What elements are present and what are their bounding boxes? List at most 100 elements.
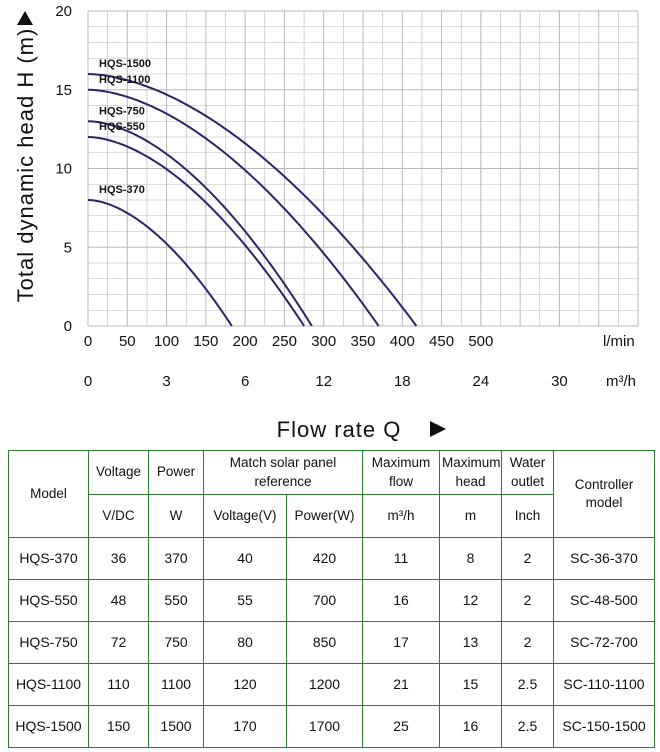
y-tick-label: 5 <box>64 239 72 256</box>
cell-controller: SC-36-370 <box>553 537 655 580</box>
series-label-hqs-750: HQS-750 <box>99 105 145 117</box>
header-water-outlet: Water outlet <box>501 450 554 495</box>
x-tick-label: 500 <box>468 333 493 350</box>
x-tick-label: 300 <box>311 333 336 350</box>
cell-model: HQS-1500 <box>8 705 89 748</box>
cell-max-flow: 25 <box>362 705 440 748</box>
y-tick-label: 0 <box>64 318 72 335</box>
cell-solar-voltage: 40 <box>203 537 287 580</box>
spec-table: Model Voltage Power Match solar panel re… <box>8 450 655 748</box>
cell-solar-voltage: 170 <box>203 705 287 748</box>
curve-hqs-750 <box>87 120 313 327</box>
y-tick-labels: 0 5 10 15 20 <box>55 3 72 335</box>
unit-solar-power: Power(W) <box>286 494 363 538</box>
x-tick-label: 150 <box>193 333 218 350</box>
cell-max-flow: 11 <box>362 537 440 580</box>
x2-tick-label: 6 <box>241 373 249 390</box>
chart-grid <box>87 10 639 327</box>
header-max-head-line1: Maximum <box>442 455 501 471</box>
cell-water-outlet: 2 <box>501 621 554 664</box>
cell-water-outlet: 2.5 <box>501 663 554 706</box>
x2-tick-label: 24 <box>473 373 490 390</box>
series-label-hqs-1500: HQS-1500 <box>99 58 151 70</box>
x-tick-label: 200 <box>233 333 258 350</box>
x2-tick-label: 30 <box>551 373 568 390</box>
cell-solar-power: 1700 <box>286 705 363 748</box>
header-model: Model <box>8 450 89 538</box>
table-row: HQS-1500 150 1500 170 1700 25 16 2.5 SC-150-1500 <box>8 705 655 748</box>
cell-power: 370 <box>148 537 204 580</box>
series-label-hqs-370: HQS-370 <box>99 184 145 196</box>
header-max-flow-line1: Maximum <box>371 455 431 471</box>
cell-model: HQS-370 <box>8 537 89 580</box>
cell-water-outlet: 2 <box>501 537 554 580</box>
header-controller-line2: model <box>585 495 623 510</box>
x2-tick-label: 3 <box>162 373 170 390</box>
y-tick-label: 15 <box>55 82 72 99</box>
y-tick-label: 20 <box>55 3 72 20</box>
header-solar-panel: Match solar panel reference <box>203 450 363 495</box>
cell-water-outlet: 2 <box>501 579 554 622</box>
x-tick-label: 450 <box>429 333 454 350</box>
pump-curves <box>87 73 418 327</box>
cell-voltage: 72 <box>88 621 149 664</box>
table-row: HQS-1100 110 1100 120 1200 21 15 2.5 SC-110-1100 <box>8 663 655 706</box>
x2-tick-label: 0 <box>84 373 92 390</box>
cell-model: HQS-550 <box>8 579 89 622</box>
cell-max-head: 12 <box>439 579 502 622</box>
x-tick-label: 400 <box>390 333 415 350</box>
cell-voltage: 48 <box>88 579 149 622</box>
cell-max-head: 16 <box>439 705 502 748</box>
header-controller-line1: Controller <box>574 476 634 492</box>
header-max-head-line2: head <box>455 473 486 489</box>
header-water-outlet-line2: outlet <box>510 473 545 489</box>
spec-table-body: HQS-370 36 370 40 420 11 8 2 SC-36-370 HQS-550 48 5… <box>8 537 655 748</box>
cell-solar-voltage: 55 <box>203 579 287 622</box>
header-max-head: Maximum head <box>439 450 502 495</box>
cell-solar-power: 700 <box>286 579 363 622</box>
cell-max-flow: 21 <box>362 663 440 706</box>
cell-voltage: 110 <box>88 663 149 706</box>
header-solar-line1: Match solar panel <box>229 455 337 471</box>
x-axis-title: Flow rate Q <box>277 417 402 442</box>
unit-outlet: Inch <box>501 494 554 538</box>
cell-controller: SC-110-1100 <box>553 663 655 706</box>
series-label-hqs-1100: HQS-1100 <box>99 74 150 86</box>
x2-tick-label: 18 <box>394 373 411 390</box>
x-unit-label: l/min <box>603 333 635 350</box>
header-max-flow: Maximum flow <box>362 450 440 495</box>
cell-model: HQS-1100 <box>8 663 89 706</box>
header-controller: Controller model <box>553 450 655 538</box>
cell-power: 550 <box>148 579 204 622</box>
cell-max-flow: 17 <box>362 621 440 664</box>
cell-controller: SC-150-1500 <box>553 705 655 748</box>
x2-tick-labels: 0 3 6 12 18 24 30 <box>84 373 568 390</box>
x-tick-label: 250 <box>272 333 297 350</box>
pump-performance-chart: HQS-370 HQS-550 HQS-750 HQS-1100 HQS-1500 0 5… <box>13 3 639 442</box>
x-tick-label: 100 <box>154 333 179 350</box>
cell-max-head: 13 <box>439 621 502 664</box>
table-row: HQS-550 48 550 55 700 16 12 2 SC-48-500 <box>8 579 655 622</box>
y-tick-label: 10 <box>55 161 72 178</box>
cell-solar-power: 1200 <box>286 663 363 706</box>
x-axis-arrow-icon <box>430 421 446 437</box>
x-tick-label: 350 <box>350 333 375 350</box>
cell-max-head: 8 <box>439 537 502 580</box>
unit-flow: m³/h <box>362 494 440 538</box>
cell-solar-power: 420 <box>286 537 363 580</box>
cell-water-outlet: 2.5 <box>501 705 554 748</box>
cell-solar-power: 850 <box>286 621 363 664</box>
cell-max-flow: 16 <box>362 579 440 622</box>
cell-power: 750 <box>148 621 204 664</box>
table-row: HQS-750 72 750 80 850 17 13 2 SC-72-700 <box>8 621 655 664</box>
table-row: HQS-370 36 370 40 420 11 8 2 SC-36-370 <box>8 537 655 580</box>
x-tick-label: 50 <box>119 333 136 350</box>
curve-hqs-370 <box>87 199 233 327</box>
cell-voltage: 150 <box>88 705 149 748</box>
cell-power: 1500 <box>148 705 204 748</box>
series-label-hqs-550: HQS-550 <box>99 121 145 133</box>
header-max-flow-line2: flow <box>388 473 413 489</box>
cell-solar-voltage: 120 <box>203 663 287 706</box>
unit-head: m <box>439 494 502 538</box>
x2-tick-label: 12 <box>315 373 332 390</box>
